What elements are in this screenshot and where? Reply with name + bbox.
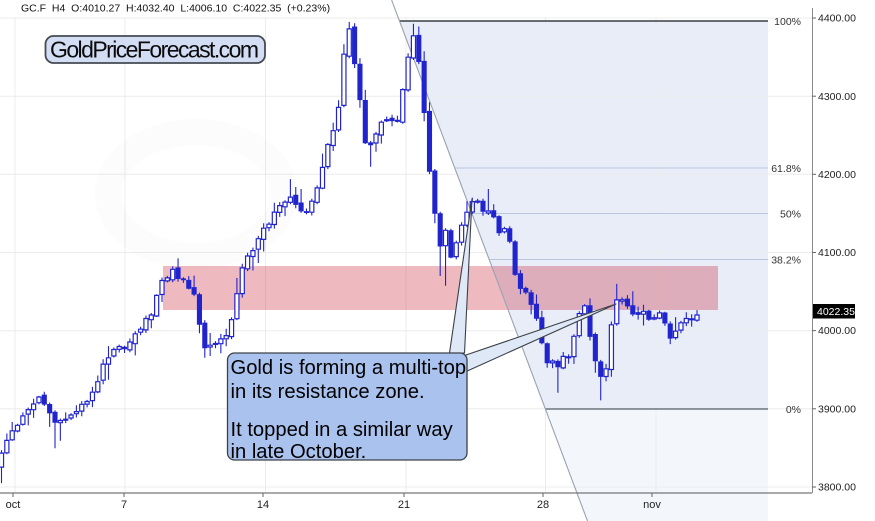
svg-text:3900.00: 3900.00	[818, 403, 856, 415]
svg-text:21: 21	[398, 499, 410, 511]
svg-text:28: 28	[537, 499, 549, 511]
svg-text:4022.35: 4022.35	[817, 306, 855, 318]
svg-text:50%: 50%	[780, 208, 801, 220]
svg-text:3800.00: 3800.00	[818, 482, 856, 494]
svg-text:61.8%: 61.8%	[771, 163, 801, 175]
svg-text:4400.00: 4400.00	[818, 13, 856, 25]
svg-text:100%: 100%	[774, 16, 801, 28]
svg-text:4200.00: 4200.00	[818, 169, 856, 181]
svg-text:nov: nov	[643, 499, 661, 511]
svg-text:7: 7	[121, 499, 127, 511]
svg-text:14: 14	[257, 499, 269, 511]
svg-text:4100.00: 4100.00	[818, 247, 856, 259]
svg-text:GC.F H4 O:4010.27 H:4032.40: GC.F H4 O:4010.27 H:4032.40 L:4006.10 C:…	[21, 3, 330, 15]
svg-text:38.2%: 38.2%	[771, 254, 801, 266]
svg-text:GoldPriceForecast.com: GoldPriceForecast.com	[50, 37, 259, 63]
svg-text:0%: 0%	[786, 404, 801, 416]
svg-text:4300.00: 4300.00	[818, 91, 856, 103]
svg-text:4000.00: 4000.00	[818, 325, 856, 337]
svg-text:oct: oct	[6, 499, 21, 511]
